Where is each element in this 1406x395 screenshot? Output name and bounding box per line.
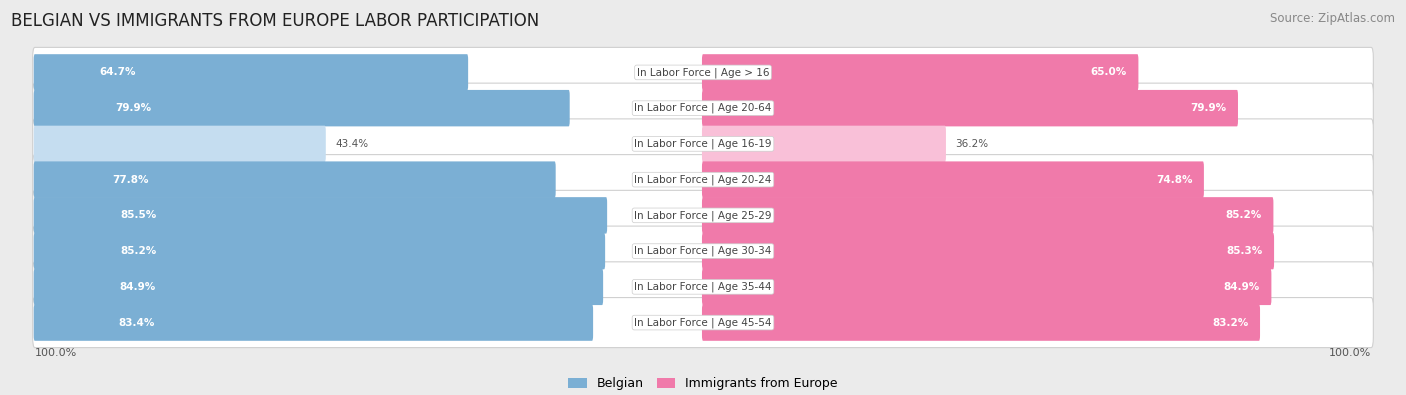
Text: In Labor Force | Age 35-44: In Labor Force | Age 35-44 bbox=[634, 282, 772, 292]
FancyBboxPatch shape bbox=[34, 305, 593, 341]
FancyBboxPatch shape bbox=[34, 269, 603, 305]
FancyBboxPatch shape bbox=[702, 54, 1139, 90]
Text: 85.2%: 85.2% bbox=[1226, 211, 1263, 220]
FancyBboxPatch shape bbox=[32, 226, 1374, 276]
Text: 85.2%: 85.2% bbox=[120, 246, 156, 256]
FancyBboxPatch shape bbox=[32, 190, 1374, 241]
Text: 43.4%: 43.4% bbox=[335, 139, 368, 149]
Text: 85.3%: 85.3% bbox=[1226, 246, 1263, 256]
FancyBboxPatch shape bbox=[34, 162, 555, 198]
Text: 36.2%: 36.2% bbox=[955, 139, 988, 149]
FancyBboxPatch shape bbox=[34, 126, 326, 162]
FancyBboxPatch shape bbox=[34, 233, 605, 269]
Text: 79.9%: 79.9% bbox=[1191, 103, 1226, 113]
Text: In Labor Force | Age 20-64: In Labor Force | Age 20-64 bbox=[634, 103, 772, 113]
Text: 77.8%: 77.8% bbox=[112, 175, 149, 184]
FancyBboxPatch shape bbox=[34, 90, 569, 126]
FancyBboxPatch shape bbox=[34, 54, 468, 90]
Text: In Labor Force | Age 20-24: In Labor Force | Age 20-24 bbox=[634, 174, 772, 185]
FancyBboxPatch shape bbox=[32, 47, 1374, 98]
Text: In Labor Force | Age 25-29: In Labor Force | Age 25-29 bbox=[634, 210, 772, 221]
FancyBboxPatch shape bbox=[32, 83, 1374, 133]
Text: 85.5%: 85.5% bbox=[121, 211, 156, 220]
FancyBboxPatch shape bbox=[32, 297, 1374, 348]
Text: 74.8%: 74.8% bbox=[1156, 175, 1192, 184]
FancyBboxPatch shape bbox=[702, 269, 1271, 305]
FancyBboxPatch shape bbox=[32, 154, 1374, 205]
Text: In Labor Force | Age 45-54: In Labor Force | Age 45-54 bbox=[634, 317, 772, 328]
FancyBboxPatch shape bbox=[702, 197, 1274, 233]
Text: 84.9%: 84.9% bbox=[120, 282, 156, 292]
Text: 100.0%: 100.0% bbox=[1329, 348, 1371, 357]
Text: 84.9%: 84.9% bbox=[1223, 282, 1260, 292]
Text: BELGIAN VS IMMIGRANTS FROM EUROPE LABOR PARTICIPATION: BELGIAN VS IMMIGRANTS FROM EUROPE LABOR … bbox=[11, 12, 540, 30]
FancyBboxPatch shape bbox=[34, 197, 607, 233]
Text: In Labor Force | Age 16-19: In Labor Force | Age 16-19 bbox=[634, 139, 772, 149]
FancyBboxPatch shape bbox=[702, 90, 1237, 126]
FancyBboxPatch shape bbox=[702, 126, 946, 162]
Text: 83.4%: 83.4% bbox=[118, 318, 155, 327]
FancyBboxPatch shape bbox=[702, 305, 1260, 341]
Text: In Labor Force | Age 30-34: In Labor Force | Age 30-34 bbox=[634, 246, 772, 256]
FancyBboxPatch shape bbox=[32, 119, 1374, 169]
Text: 65.0%: 65.0% bbox=[1091, 68, 1128, 77]
Text: 79.9%: 79.9% bbox=[115, 103, 150, 113]
FancyBboxPatch shape bbox=[702, 162, 1204, 198]
Legend: Belgian, Immigrants from Europe: Belgian, Immigrants from Europe bbox=[564, 372, 842, 395]
Text: In Labor Force | Age > 16: In Labor Force | Age > 16 bbox=[637, 67, 769, 78]
FancyBboxPatch shape bbox=[702, 233, 1274, 269]
Text: 64.7%: 64.7% bbox=[100, 68, 136, 77]
FancyBboxPatch shape bbox=[32, 262, 1374, 312]
Text: Source: ZipAtlas.com: Source: ZipAtlas.com bbox=[1270, 12, 1395, 25]
Text: 83.2%: 83.2% bbox=[1212, 318, 1249, 327]
Text: 100.0%: 100.0% bbox=[35, 348, 77, 357]
